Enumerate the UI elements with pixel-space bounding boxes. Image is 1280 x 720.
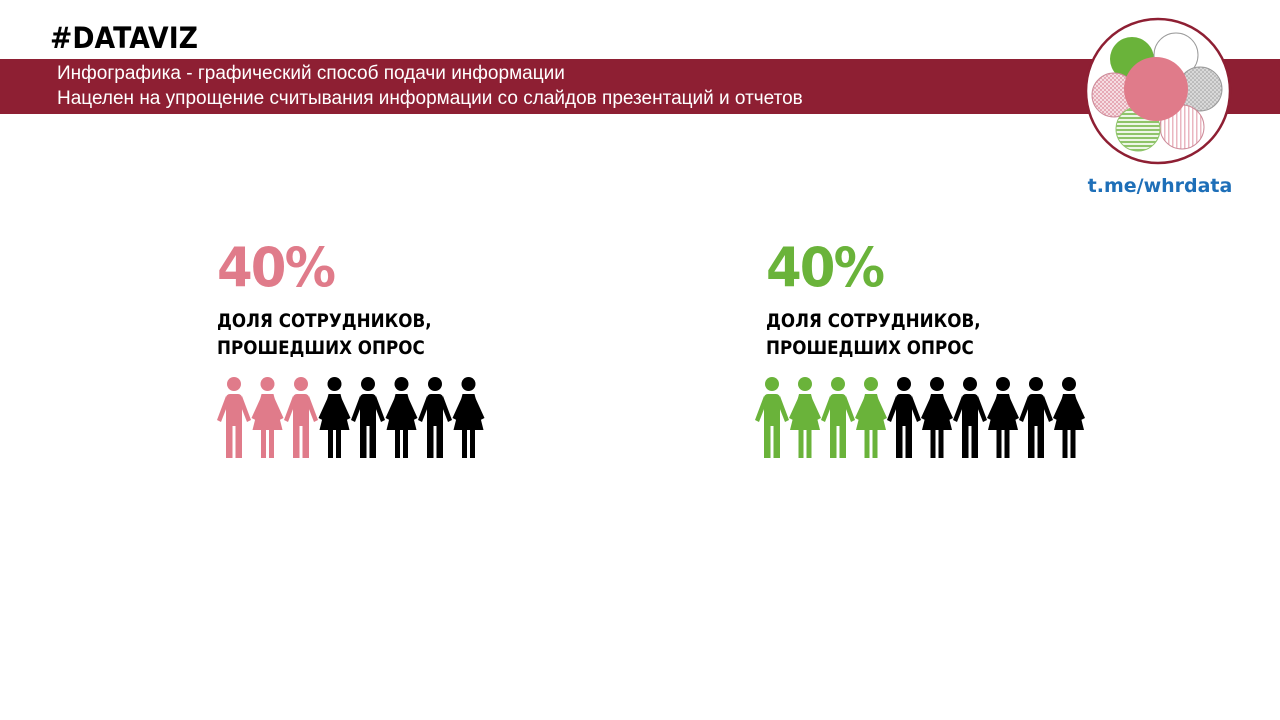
person-icon [887,377,921,458]
person-icon [921,377,953,458]
person-icon-highlighted [217,377,251,458]
person-icon-highlighted [855,377,887,458]
person-icon-highlighted [789,377,821,458]
person-icon [318,377,351,458]
hashtag-title: #DATAVIZ [50,21,198,55]
banner-line-2: Нацелен на упрощение считывания информац… [57,88,803,109]
percent-value-left: 40% [217,236,336,299]
person-icon [1053,377,1085,458]
person-icon-highlighted [755,377,789,458]
caption-left: ДОЛЯ СОТРУДНИКОВ, ПРОШЕДШИХ ОПРОС [217,308,432,362]
caption-right-line-2: ПРОШЕДШИХ ОПРОС [766,337,974,359]
caption-right: ДОЛЯ СОТРУДНИКОВ, ПРОШЕДШИХ ОПРОС [766,308,981,362]
percent-value-right: 40% [766,236,885,299]
flower-logo-icon [1084,17,1232,165]
panel-left: 40% ДОЛЯ СОТРУДНИКОВ, ПРОШЕДШИХ ОПРОС [217,230,461,362]
person-icon-highlighted [284,377,318,458]
person-icon [418,377,452,458]
caption-left-line-1: ДОЛЯ СОТРУДНИКОВ, [217,310,432,332]
header-banner: Инфографика - графический способ подачи … [0,59,1280,114]
people-row-right [755,377,1085,458]
person-icon [987,377,1019,458]
person-icon-highlighted [821,377,855,458]
person-icon-highlighted [251,377,284,458]
people-row-left [217,377,485,458]
person-icon [953,377,987,458]
telegram-link[interactable]: t.me/whrdata [1087,175,1233,197]
caption-left-line-2: ПРОШЕДШИХ ОПРОС [217,337,425,359]
person-icon [1019,377,1053,458]
panel-right: 40% ДОЛЯ СОТРУДНИКОВ, ПРОШЕДШИХ ОПРОС [766,230,1010,362]
banner-line-1: Инфографика - графический способ подачи … [57,63,565,84]
caption-right-line-1: ДОЛЯ СОТРУДНИКОВ, [766,310,981,332]
person-icon [452,377,485,458]
person-icon [385,377,418,458]
person-icon [351,377,385,458]
